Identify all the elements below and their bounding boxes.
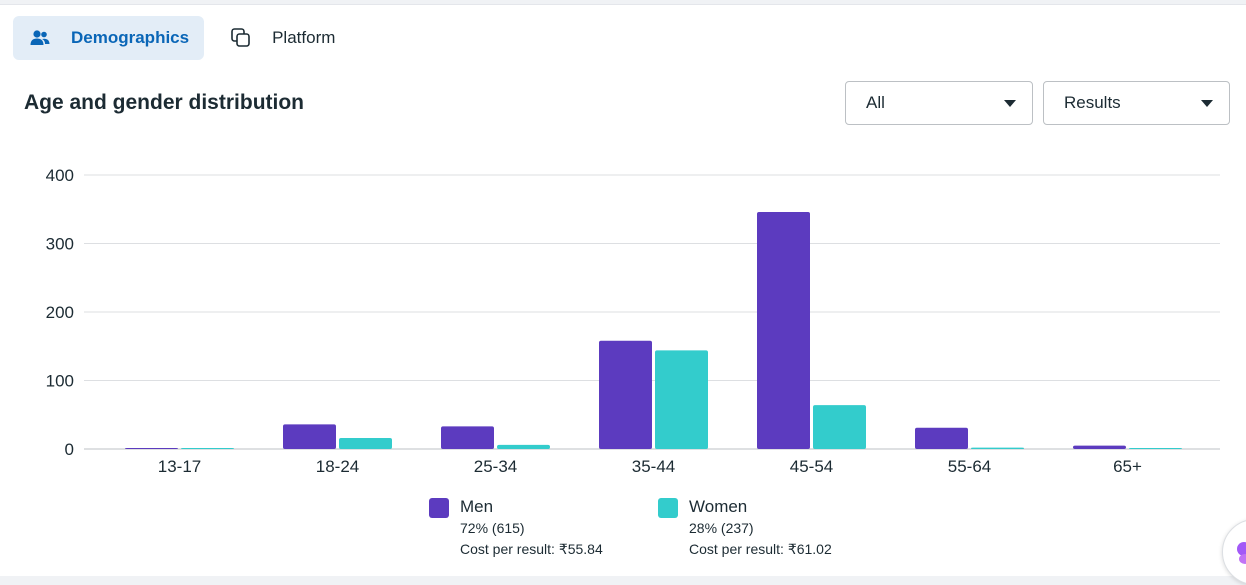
- y-tick-label: 400: [46, 166, 74, 185]
- tab-demographics-label: Demographics: [71, 28, 190, 47]
- y-tick-label: 100: [46, 372, 74, 391]
- legend-swatch-men: [429, 498, 449, 518]
- bar-men-65+[interactable]: [1073, 445, 1126, 449]
- bar-men-13-17[interactable]: [125, 448, 178, 449]
- tab-demographics[interactable]: Demographics: [13, 16, 205, 60]
- legend-share-men: 72% (615): [460, 520, 525, 536]
- y-tick-label: 300: [46, 235, 74, 254]
- bar-women-13-17[interactable]: [181, 448, 234, 449]
- legend-label-women: Women: [689, 497, 748, 516]
- x-tick-label: 45-54: [790, 457, 833, 476]
- bar-women-65+[interactable]: [1129, 448, 1182, 449]
- legend-share-women: 28% (237): [689, 520, 754, 536]
- bar-women-45-54[interactable]: [813, 405, 866, 449]
- legend-item-women: Women 28% (237) Cost per result: ₹61.02: [658, 496, 832, 560]
- x-tick-label: 18-24: [316, 457, 359, 476]
- demographics-panel: Demographics Platform Age and gender dis…: [0, 4, 1246, 576]
- bar-men-55-64[interactable]: [915, 427, 968, 449]
- legend-cost-men: Cost per result: ₹55.84: [460, 541, 603, 557]
- bar-men-18-24[interactable]: [283, 424, 336, 449]
- people-icon: [29, 27, 51, 49]
- audience-dropdown-value: All: [866, 93, 885, 112]
- tab-platform[interactable]: Platform: [214, 16, 350, 60]
- legend-cost-women: Cost per result: ₹61.02: [689, 541, 832, 557]
- caret-down-icon: [1201, 99, 1213, 107]
- bar-women-18-24[interactable]: [339, 438, 392, 449]
- metric-dropdown[interactable]: Results: [1043, 81, 1230, 125]
- bar-men-35-44[interactable]: [599, 340, 652, 449]
- x-tick-label: 55-64: [948, 457, 991, 476]
- assistant-icon: [1237, 542, 1246, 556]
- bar-women-35-44[interactable]: [655, 350, 708, 449]
- tab-bar: Demographics Platform: [13, 16, 350, 60]
- metric-dropdown-value: Results: [1064, 93, 1121, 112]
- bar-women-55-64[interactable]: [971, 447, 1024, 449]
- bar-men-25-34[interactable]: [441, 426, 494, 449]
- legend-item-men: Men 72% (615) Cost per result: ₹55.84: [429, 496, 603, 560]
- x-tick-label: 13-17: [158, 457, 201, 476]
- chart-title: Age and gender distribution: [24, 91, 305, 114]
- y-tick-label: 0: [65, 440, 74, 459]
- legend-label-men: Men: [460, 497, 494, 516]
- caret-down-icon: [1004, 99, 1016, 107]
- copy-icon: [230, 27, 252, 49]
- audience-dropdown[interactable]: All: [845, 81, 1033, 125]
- x-tick-label: 65+: [1113, 457, 1142, 476]
- x-tick-label: 35-44: [632, 457, 675, 476]
- bar-men-45-54[interactable]: [757, 211, 810, 449]
- y-tick-label: 200: [46, 303, 74, 322]
- legend-swatch-women: [658, 498, 678, 518]
- x-tick-label: 25-34: [474, 457, 517, 476]
- tab-platform-label: Platform: [272, 28, 336, 47]
- bar-women-25-34[interactable]: [497, 444, 550, 449]
